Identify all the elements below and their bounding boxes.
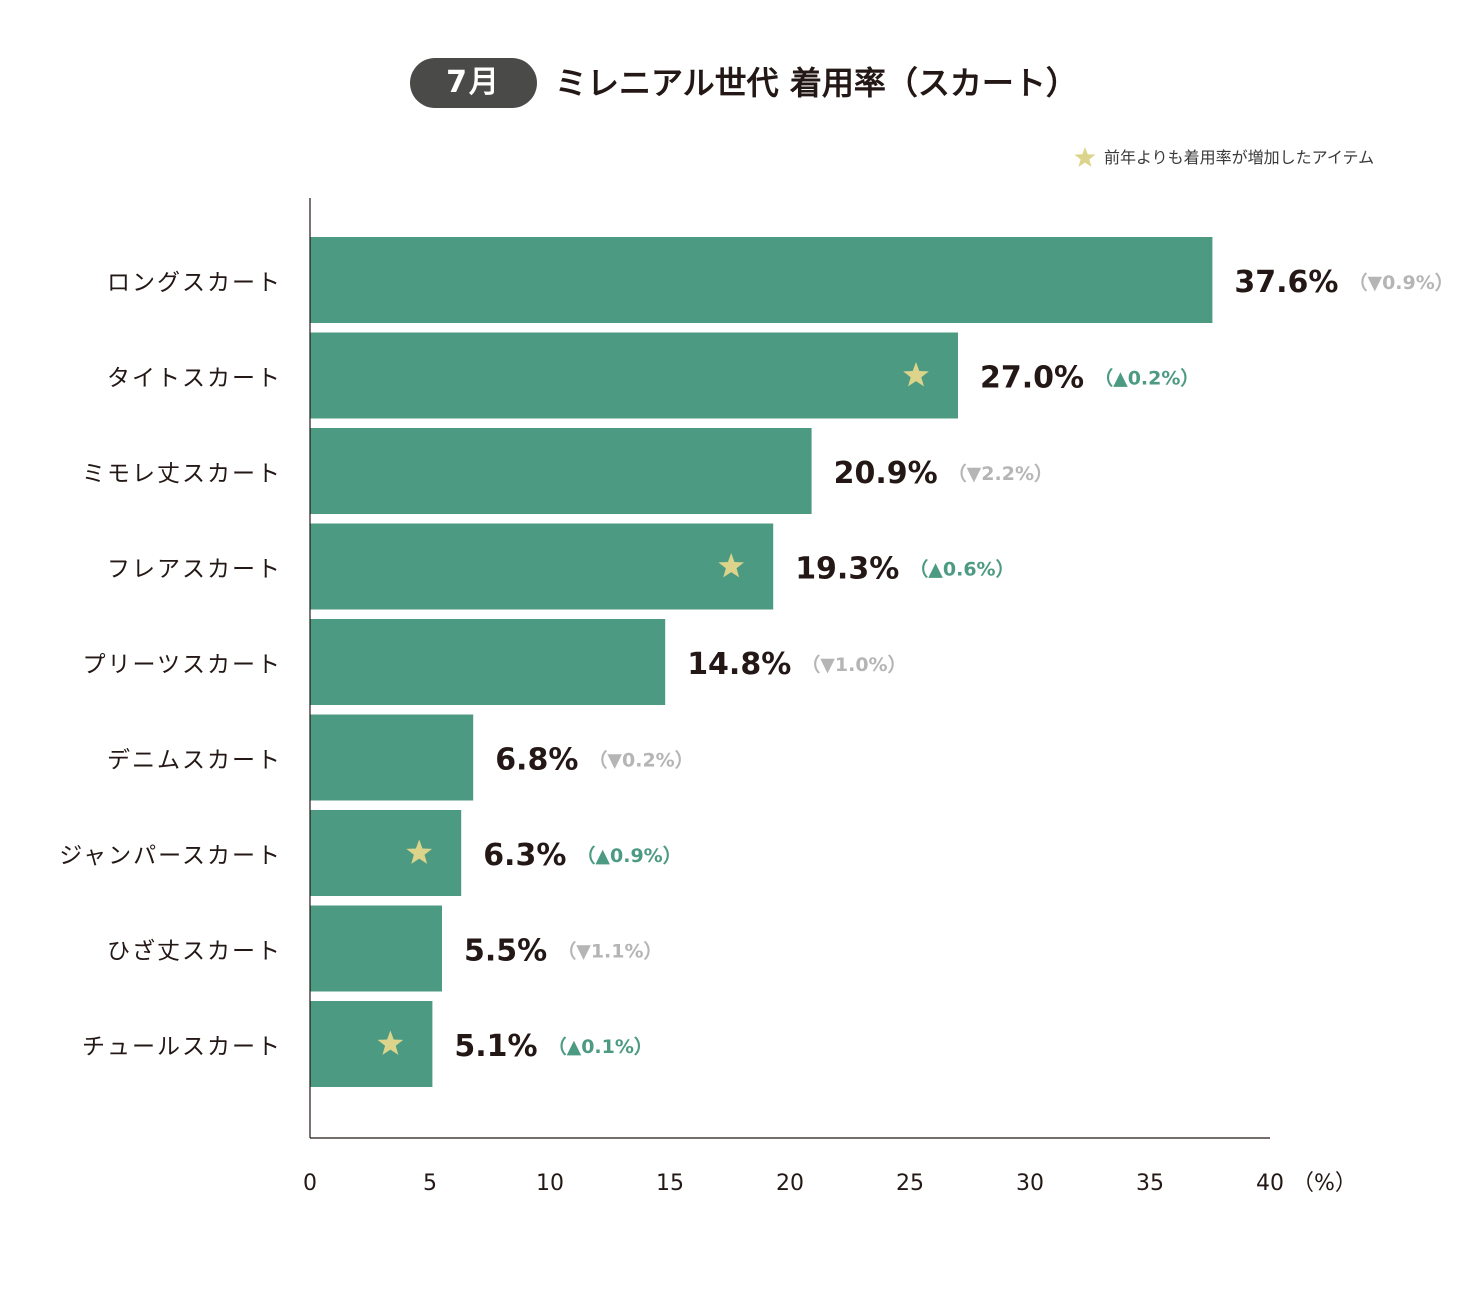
value-label: 27.0% bbox=[980, 361, 1084, 396]
change-label: （▼1.1%） bbox=[557, 940, 662, 963]
category-label: タイトスカート bbox=[107, 366, 282, 392]
category-label: ロングスカート bbox=[107, 270, 282, 296]
bar bbox=[310, 523, 774, 610]
category-label: プリーツスカート bbox=[82, 652, 282, 678]
month-badge: 7月 bbox=[410, 58, 537, 108]
category-label: デニムスカート bbox=[107, 748, 282, 774]
value-label: 14.8% bbox=[687, 647, 791, 682]
change-label: （▲0.1%） bbox=[548, 1035, 653, 1058]
bar bbox=[310, 332, 958, 419]
value-label: 19.3% bbox=[795, 552, 899, 587]
value-label: 5.1% bbox=[454, 1029, 537, 1064]
category-label: ミモレ丈スカート bbox=[82, 461, 282, 487]
change-label: （▼1.0%） bbox=[801, 653, 906, 676]
x-tick-label: 35 bbox=[1136, 1171, 1164, 1196]
change-label: （▲0.2%） bbox=[1094, 367, 1199, 390]
bar bbox=[310, 619, 666, 705]
value-label: 37.6% bbox=[1234, 265, 1338, 300]
x-tick-label: 10 bbox=[536, 1171, 564, 1196]
change-label: （▼2.2%） bbox=[948, 462, 1053, 485]
x-tick-label: 5 bbox=[423, 1171, 437, 1196]
star-icon bbox=[718, 553, 745, 578]
bar bbox=[310, 905, 442, 992]
change-label: （▼0.2%） bbox=[588, 749, 693, 772]
value-label: 6.3% bbox=[483, 838, 566, 873]
star-icon bbox=[377, 1030, 404, 1055]
value-label: 20.9% bbox=[834, 456, 938, 491]
chart-header: 7月 ミレニアル世代 着用率（スカート） bbox=[0, 58, 1473, 110]
chart-title: ミレニアル世代 着用率（スカート） bbox=[555, 64, 1078, 102]
x-tick-label: 0 bbox=[303, 1171, 317, 1196]
x-tick-label: 40 bbox=[1256, 1171, 1284, 1196]
bar bbox=[310, 1001, 433, 1087]
bar bbox=[310, 428, 812, 514]
x-tick-label: 15 bbox=[656, 1171, 684, 1196]
change-label: （▲0.9%） bbox=[576, 844, 681, 867]
change-label: （▼0.9%） bbox=[1348, 271, 1453, 294]
x-tick-label: 30 bbox=[1016, 1171, 1044, 1196]
x-tick-label: 25 bbox=[896, 1171, 924, 1196]
category-label: フレアスカート bbox=[107, 557, 282, 583]
category-label: ジャンパースカート bbox=[59, 843, 282, 869]
value-label: 6.8% bbox=[495, 743, 578, 778]
category-label: チュールスカート bbox=[82, 1034, 282, 1060]
x-axis-unit: （%） bbox=[1292, 1171, 1357, 1196]
bar bbox=[310, 714, 474, 801]
bar bbox=[310, 237, 1213, 323]
value-label: 5.5% bbox=[464, 934, 547, 969]
x-tick-label: 20 bbox=[776, 1171, 804, 1196]
star-icon bbox=[903, 362, 929, 387]
bar bbox=[310, 810, 462, 896]
legend-label: 前年よりも着用率が増加したアイテム bbox=[1104, 148, 1375, 167]
star-icon bbox=[1074, 147, 1096, 167]
change-label: （▲0.6%） bbox=[909, 558, 1014, 581]
star-icon bbox=[406, 839, 433, 864]
category-label: ひざ丈スカート bbox=[107, 938, 282, 965]
